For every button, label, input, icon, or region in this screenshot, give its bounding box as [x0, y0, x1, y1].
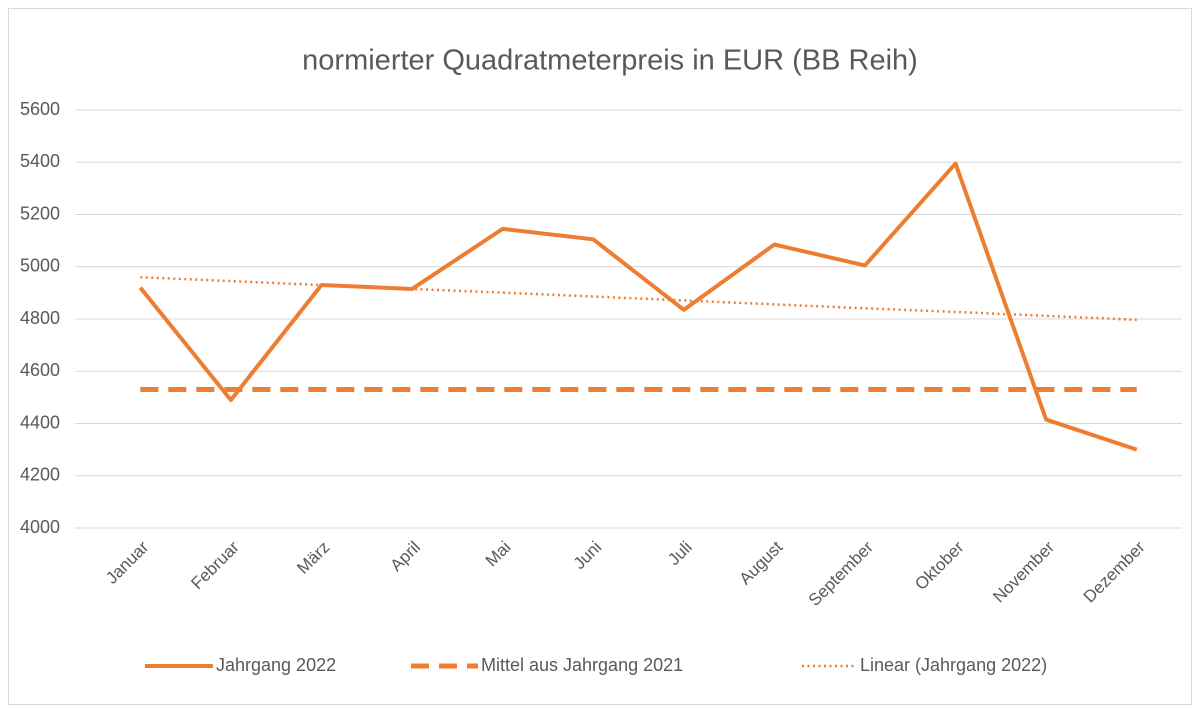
- chart-border: [8, 8, 1192, 705]
- legend-label: Mittel aus Jahrgang 2021: [481, 655, 683, 675]
- y-tick-label: 4200: [20, 465, 60, 485]
- y-tick-label: 5200: [20, 203, 60, 223]
- y-tick-label: 4400: [20, 412, 60, 432]
- y-tick-label: 5600: [20, 99, 60, 119]
- y-tick-label: 4600: [20, 360, 60, 380]
- series-line: [138, 161, 1138, 452]
- y-tick-label: 4800: [20, 308, 60, 328]
- legend-label: Linear (Jahrgang 2022): [860, 655, 1047, 675]
- legend-label: Jahrgang 2022: [216, 655, 336, 675]
- y-tick-label: 4000: [20, 517, 60, 537]
- y-tick-label: 5400: [20, 151, 60, 171]
- chart-title: normierter Quadratmeterpreis in EUR (BB …: [302, 45, 918, 77]
- y-tick-label: 5000: [20, 256, 60, 276]
- series-line: [140, 275, 1137, 322]
